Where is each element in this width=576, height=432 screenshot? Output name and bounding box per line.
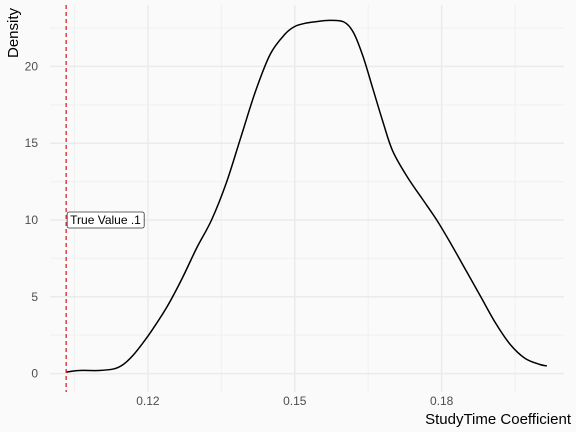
major-gridlines <box>50 5 564 392</box>
y-tick-label: 10 <box>25 213 39 227</box>
x-tick-label: 0.15 <box>283 394 307 408</box>
x-axis-tick-labels: 0.12 0.15 0.18 <box>136 394 453 408</box>
x-tick-label: 0.12 <box>136 394 160 408</box>
true-value-annotation: True Value .1 <box>66 211 145 229</box>
annotation-box <box>66 211 145 229</box>
annotation-label: True Value .1 <box>70 213 141 227</box>
y-tick-label: 20 <box>25 59 39 73</box>
y-axis-title: Density <box>5 7 22 58</box>
y-tick-label: 15 <box>25 136 39 150</box>
x-tick-label: 0.18 <box>430 394 454 408</box>
density-curve <box>66 19 548 373</box>
y-axis-tick-labels: 0 5 10 15 20 <box>25 59 39 380</box>
y-tick-label: 5 <box>31 290 38 304</box>
y-tick-label: 0 <box>31 367 38 381</box>
x-axis-title: StudyTime Coefficient <box>425 411 572 428</box>
